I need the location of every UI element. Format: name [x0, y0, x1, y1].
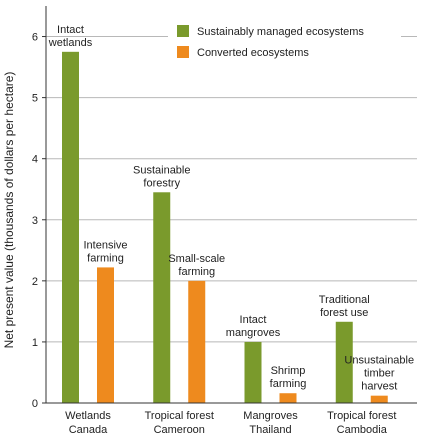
x-category-label: Mangroves: [243, 410, 298, 422]
bar-annotation: farming: [178, 266, 215, 278]
bar-annotation: Small-scale: [168, 253, 225, 265]
bar-annotation: timber: [364, 368, 395, 380]
y-tick-label: 1: [32, 337, 38, 349]
legend-box: [168, 17, 401, 68]
bar-converted: [97, 267, 114, 403]
x-category-label: Tropical forest: [327, 410, 396, 422]
bar-annotation: mangroves: [226, 327, 281, 339]
bar-annotation: wetlands: [48, 37, 93, 49]
bar-annotation: Unsustainable: [344, 355, 414, 367]
y-tick-label: 5: [32, 93, 38, 105]
bar-sustainable: [153, 192, 171, 403]
y-tick-label: 6: [32, 32, 38, 44]
x-category-label: Tropical forest: [145, 410, 214, 422]
bar-converted: [188, 280, 206, 403]
legend: Sustainably managed ecosystems Converted…: [168, 17, 401, 68]
bar-annotation: harvest: [361, 381, 397, 393]
bar-annotation: Intact: [240, 314, 267, 326]
legend-swatch-sustainable: [177, 25, 189, 37]
legend-label-sustainable: Sustainably managed ecosystems: [197, 26, 364, 38]
bar-annotation: forestry: [143, 177, 180, 189]
bar-annotation: Intact: [57, 24, 84, 36]
legend-label-converted: Converted ecosystems: [197, 47, 309, 59]
x-category-label: Canada: [69, 424, 108, 436]
bar-annotation: Intensive: [83, 239, 127, 251]
y-tick-label: 3: [32, 215, 38, 227]
y-tick-label: 4: [32, 154, 38, 166]
x-category-label: Wetlands: [65, 410, 111, 422]
x-category-label: Cambodia: [337, 424, 388, 436]
bar-converted: [370, 395, 388, 403]
axes: 0 1 2 3 4 5 6 Wetlands Canada Tropical forest Came…: [32, 6, 417, 436]
bar-annotation: Sustainable: [133, 164, 191, 176]
y-tick-label: 2: [32, 276, 38, 288]
bar-annotation: farming: [270, 378, 307, 390]
bar-labels: IntactwetlandsIntensivefarmingSustainabl…: [48, 24, 414, 393]
bar-sustainable: [335, 321, 353, 403]
y-axis-title: Net present value (thousands of dollars …: [2, 72, 16, 349]
x-category-label: Thailand: [249, 424, 291, 436]
bar-annotation: Shrimp: [271, 365, 306, 377]
y-tick-label: 0: [32, 398, 38, 410]
bars: [62, 51, 388, 404]
bar-sustainable: [62, 51, 79, 404]
bar-annotation: farming: [87, 252, 124, 264]
legend-swatch-converted: [177, 46, 189, 58]
bar-annotation: forest use: [320, 307, 368, 319]
bar-converted: [279, 393, 297, 403]
bar-sustainable: [244, 341, 262, 403]
x-category-label: Cameroon: [154, 424, 205, 436]
bar-annotation: Traditional: [319, 294, 370, 306]
